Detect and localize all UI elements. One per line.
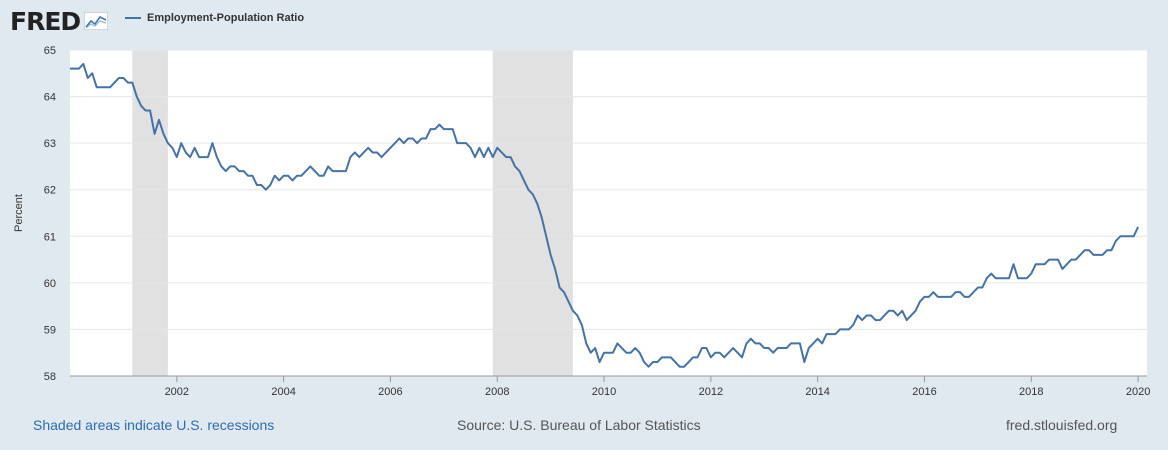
fred-logo-text: FRED	[10, 6, 81, 36]
x-tick-label: 2014	[805, 386, 829, 398]
fred-chart-icon	[84, 12, 109, 30]
y-axis-ticks: 58 59 60 61 62 63 64 65	[44, 45, 56, 383]
y-tick-label: 61	[44, 231, 56, 243]
x-tick-label: 2008	[485, 386, 509, 398]
y-tick-label: 65	[44, 45, 56, 57]
y-tick-label: 59	[44, 324, 56, 336]
recession-band-1	[492, 50, 573, 376]
y-tick-label: 60	[44, 278, 56, 290]
x-tick-label: 2012	[699, 386, 723, 398]
site-link[interactable]: fred.stlouisfed.org	[1006, 417, 1118, 433]
recession-note-link[interactable]: Shaded areas indicate U.S. recessions	[33, 417, 275, 433]
recession-band-0	[132, 50, 168, 376]
plot-area	[70, 50, 1147, 376]
legend-label: Employment-Population Ratio	[147, 12, 305, 24]
chart-footer: Shaded areas indicate U.S. recessions So…	[0, 413, 1168, 437]
x-tick-label: 2016	[912, 386, 936, 398]
x-tick-label: 2020	[1126, 386, 1150, 398]
recession-bands	[132, 50, 573, 376]
x-tick-label: 2006	[378, 386, 402, 398]
y-tick-label: 64	[44, 92, 56, 104]
chart-legend: Employment-Population Ratio	[125, 12, 304, 24]
y-tick-label: 62	[44, 185, 56, 197]
x-axis-ticks: 2002 2004 2006 2008 2010 2012 2014 2016 2018 2020	[70, 375, 1150, 398]
source-text: Source: U.S. Bureau of Labor Statistics	[457, 417, 701, 433]
legend-swatch	[125, 17, 141, 19]
series-line-employment-population-ratio	[70, 62, 1140, 368]
y-axis-label: Percent	[13, 194, 25, 232]
x-tick-label: 2010	[592, 386, 616, 398]
x-tick-label: 2002	[165, 386, 189, 398]
x-tick-label: 2004	[271, 386, 295, 398]
chart-header: FRED Employment-Population Ratio	[0, 0, 1168, 44]
y-tick-label: 58	[44, 371, 56, 383]
y-tick-label: 63	[44, 138, 56, 150]
x-tick-label: 2018	[1019, 386, 1043, 398]
fred-logo[interactable]: FRED	[10, 6, 109, 36]
